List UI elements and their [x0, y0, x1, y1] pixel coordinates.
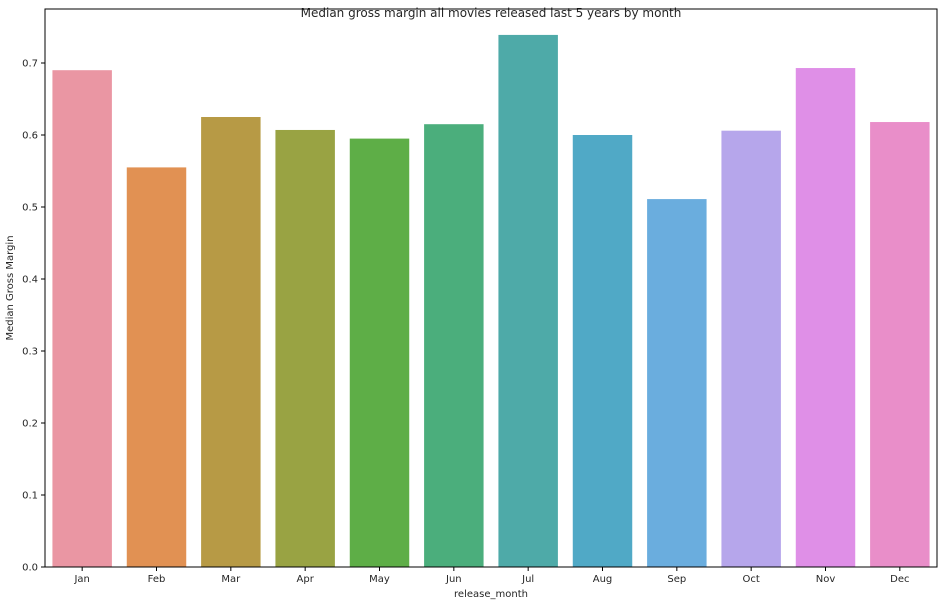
bar-jan — [52, 70, 112, 567]
y-tick-label: 0.1 — [22, 491, 38, 502]
x-tick-label: Nov — [816, 574, 836, 585]
bar-apr — [275, 129, 335, 567]
x-tick-label: Mar — [221, 574, 241, 585]
x-tick-label: Oct — [743, 574, 760, 585]
x-tick-label: Aug — [593, 574, 613, 585]
bar-mar — [201, 117, 261, 567]
bar-dec — [870, 122, 930, 567]
x-tick-label: Apr — [297, 574, 315, 585]
y-tick-label: 0.3 — [22, 347, 38, 358]
bar-jun — [424, 124, 484, 567]
bars-group — [52, 34, 930, 568]
x-tick-label: May — [369, 574, 390, 585]
bar-jul — [498, 34, 558, 568]
x-axis-label: release_month — [454, 589, 528, 600]
y-axis-ticks: 0.0 0.1 0.2 0.3 0.4 0.5 0.6 0.7 — [22, 59, 45, 574]
y-tick-label: 0.7 — [22, 59, 38, 70]
x-axis-ticks: Jan Feb Mar Apr May Jun Jul Aug Sep Oct Nov Dec — [73, 567, 910, 585]
y-tick-label: 0.0 — [22, 563, 38, 574]
bar-sep — [647, 199, 707, 567]
chart-title: Median gross margin all movies released … — [301, 6, 682, 20]
x-tick-label: Jun — [445, 574, 462, 585]
bar-nov — [795, 68, 856, 567]
x-tick-label: Sep — [667, 574, 686, 585]
bar-may — [349, 138, 410, 567]
plot-frame — [44, 8, 938, 568]
y-tick-label: 0.5 — [22, 203, 38, 214]
bar-feb — [126, 167, 187, 567]
bar-aug — [572, 135, 633, 567]
y-axis-label: Median Gross Margin — [5, 235, 16, 340]
x-tick-label: Dec — [890, 574, 909, 585]
y-tick-label: 0.2 — [22, 419, 38, 430]
x-tick-label: Jul — [521, 574, 534, 585]
x-tick-label: Feb — [148, 574, 166, 585]
y-tick-label: 0.6 — [22, 131, 38, 142]
bar-oct — [721, 130, 781, 567]
x-tick-label: Jan — [73, 574, 89, 585]
y-tick-label: 0.4 — [22, 275, 38, 286]
